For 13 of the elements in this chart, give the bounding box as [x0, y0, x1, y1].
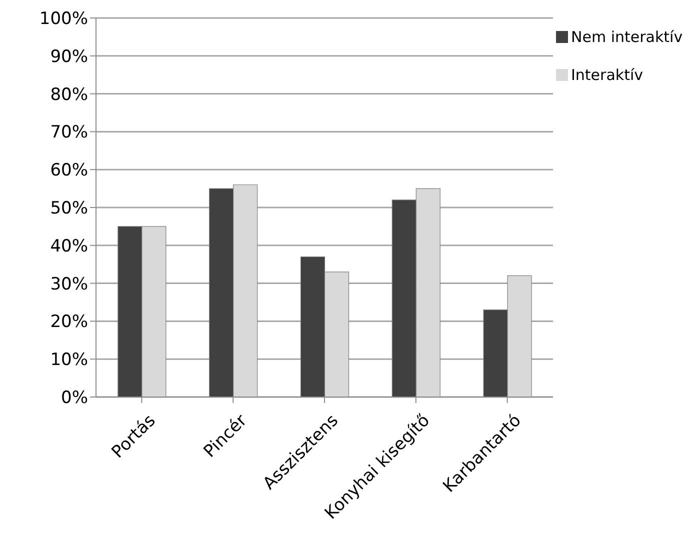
y-tick-label: 60%: [50, 160, 88, 181]
y-tick-label: 40%: [50, 236, 88, 256]
y-tick-label: 50%: [50, 198, 88, 219]
y-tick-label: 10%: [50, 350, 88, 370]
legend-label: Nem interaktív: [571, 28, 683, 46]
y-tick-label: 100%: [39, 9, 88, 30]
y-tick-label: 80%: [50, 84, 88, 105]
y-tick-label: 90%: [50, 46, 88, 67]
y-tick-label: 70%: [50, 122, 88, 143]
y-tick-label: 0%: [61, 388, 88, 408]
y-tick-label: 20%: [50, 312, 88, 332]
legend-label: Interaktív: [571, 66, 644, 84]
y-tick-label: 30%: [50, 274, 88, 294]
